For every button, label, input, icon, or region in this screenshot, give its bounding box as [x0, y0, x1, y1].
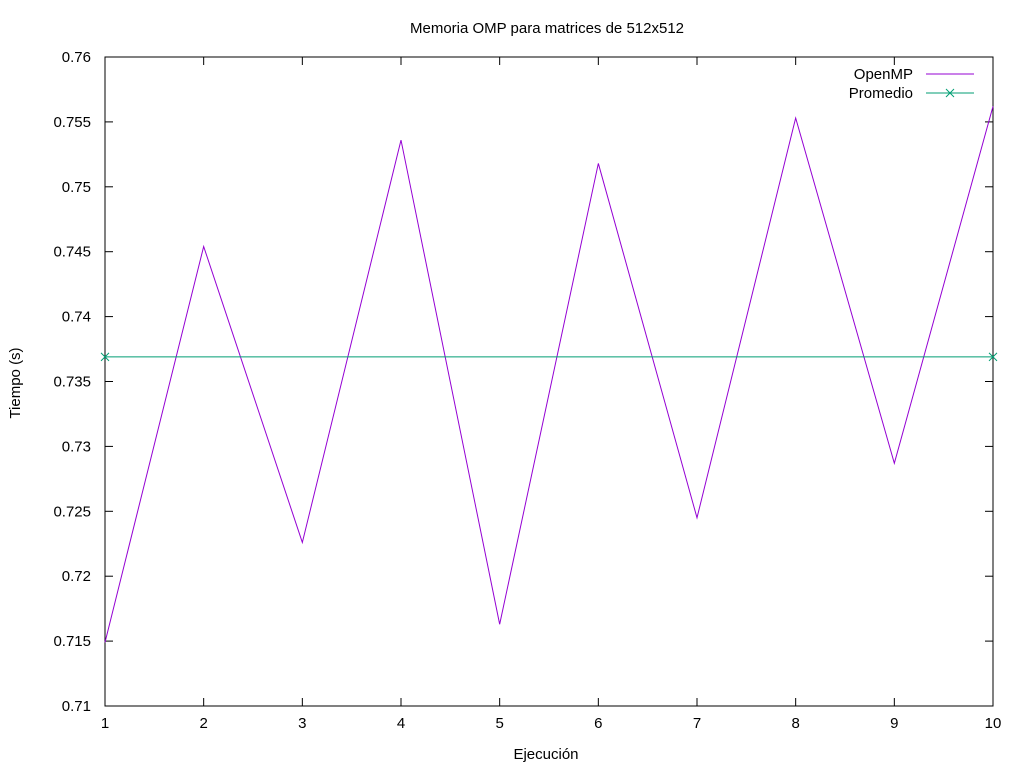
y-tick-label: 0.76	[62, 49, 91, 66]
x-tick-label: 7	[693, 715, 701, 732]
y-axis: 0.71 0.715 0.72 0.725 0.73 0.735 0.74 0.745 0.75…	[53, 49, 993, 715]
y-tick-label: 0.745	[53, 244, 91, 261]
y-tick-label: 0.74	[62, 309, 91, 326]
x-tick-label: 8	[791, 715, 799, 732]
legend: OpenMP Promedio	[849, 66, 974, 102]
y-tick-label: 0.725	[53, 503, 91, 520]
x-axis-label: Ejecución	[513, 746, 578, 763]
x-tick-label: 1	[101, 715, 109, 732]
x-tick-label: 2	[199, 715, 207, 732]
series-layer	[100, 106, 998, 643]
x-tick-label: 10	[985, 715, 1002, 732]
y-tick-label: 0.715	[53, 633, 91, 650]
legend-label: Promedio	[849, 85, 913, 102]
y-tick-label: 0.71	[62, 698, 91, 715]
x-axis: 1 2 3 4 5 6 7 8 9 10	[101, 57, 1002, 732]
x-tick-label: 9	[890, 715, 898, 732]
legend-label: OpenMP	[854, 66, 913, 83]
x-tick-label: 6	[594, 715, 602, 732]
data-point	[988, 352, 998, 362]
legend-marker	[945, 88, 955, 98]
series-line	[104, 106, 994, 643]
series-promedio	[100, 352, 998, 362]
x-tick-label: 4	[397, 715, 405, 732]
x-tick-label: 5	[495, 715, 503, 732]
y-tick-label: 0.755	[53, 114, 91, 131]
plot-frame	[104, 56, 994, 707]
chart-title: Memoria OMP para matrices de 512x512	[410, 20, 684, 37]
y-tick-label: 0.75	[62, 179, 91, 196]
plot-area	[104, 56, 994, 707]
y-tick-label: 0.72	[62, 568, 91, 585]
y-tick-label: 0.73	[62, 438, 91, 455]
series-openmp	[104, 106, 994, 643]
data-point	[100, 352, 110, 362]
y-tick-label: 0.735	[53, 374, 91, 391]
x-tick-label: 3	[298, 715, 306, 732]
y-axis-label: Tiempo (s)	[7, 347, 24, 418]
